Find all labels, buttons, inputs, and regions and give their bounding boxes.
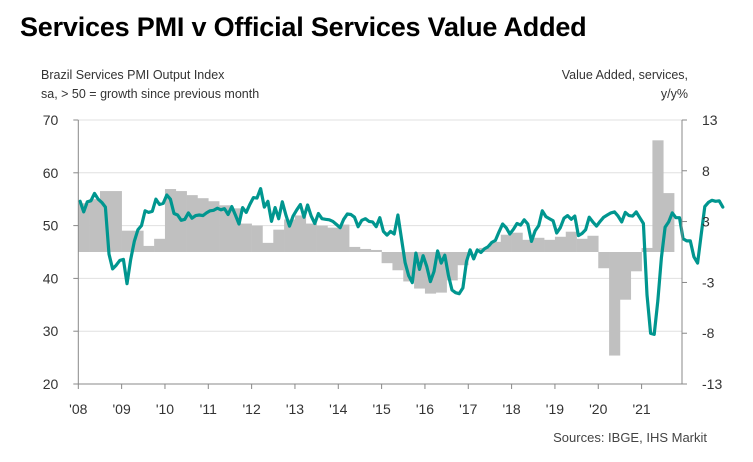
value-added-bar [381, 252, 393, 264]
left-tick-label: 50 [43, 218, 59, 234]
value-added-bar [457, 252, 469, 266]
value-added-bar [576, 238, 588, 252]
value-added-bar [630, 252, 642, 272]
left-axis-label-line-2: sa, > 50 = growth since previous month [41, 87, 260, 101]
x-tick-label: '14 [329, 401, 347, 417]
x-tick-label: '13 [286, 401, 304, 417]
pmi-line [78, 187, 725, 336]
value-added-bar [641, 247, 653, 252]
right-axis-label-line-1: Value Added, services, [561, 68, 688, 82]
right-tick-label: 8 [702, 163, 710, 179]
left-tick-label: 40 [43, 270, 59, 286]
right-axis-label: Value Added, services, y/y% [562, 66, 688, 104]
x-tick-label: '12 [242, 401, 260, 417]
value-added-bar [284, 219, 296, 252]
x-tick-label: '20 [589, 401, 607, 417]
value-added-bar [544, 239, 556, 252]
value-added-bar [262, 242, 274, 252]
value-added-bar [609, 252, 621, 356]
right-tick-label: -3 [702, 274, 715, 290]
left-tick-label: 30 [43, 323, 59, 339]
value-added-bar [652, 140, 664, 252]
value-added-bar [392, 252, 404, 271]
value-added-bar [121, 230, 133, 252]
value-added-bar [327, 227, 339, 252]
value-added-bar [598, 252, 610, 269]
value-added-bar [619, 252, 632, 300]
value-added-bar [240, 223, 252, 252]
right-tick-label: 3 [702, 214, 710, 230]
value-added-bar [110, 191, 122, 252]
value-added-bar [522, 239, 534, 252]
tick-labels: 20 30 40 50 60 70 -13 -8 -3 3 8 13 '08 '09 '10 '11 '12 '1… [43, 112, 723, 417]
value-added-bar [370, 249, 382, 252]
value-added-bar [554, 236, 567, 252]
left-axis-label-line-1: Brazil Services PMI Output Index [41, 68, 225, 82]
value-added-bar [403, 252, 415, 282]
value-added-bar [533, 237, 545, 252]
right-tick-label: -8 [702, 325, 715, 341]
value-added-bar [197, 198, 209, 252]
value-added-bar [500, 234, 512, 252]
value-added-bar [219, 205, 231, 252]
value-added-bar [446, 252, 458, 281]
left-tick-label: 60 [43, 165, 59, 181]
value-added-bar [89, 199, 101, 252]
value-added-bar [305, 223, 317, 252]
value-added-bar [565, 231, 577, 252]
value-added-bar [435, 252, 447, 293]
x-tick-label: '09 [113, 401, 131, 417]
x-tick-label: '08 [69, 401, 87, 417]
value-added-bar [229, 208, 242, 252]
x-tick-label: '16 [416, 401, 434, 417]
right-tick-label: -13 [702, 376, 722, 392]
value-added-bar [208, 201, 220, 252]
value-added-bar [251, 225, 263, 252]
value-added-bars [78, 140, 675, 356]
left-axis-label: Brazil Services PMI Output Index sa, > 5… [41, 66, 259, 104]
pmi-series-line [78, 187, 725, 336]
left-tick-label: 20 [43, 376, 59, 392]
chart-title: Services PMI v Official Services Value A… [20, 12, 587, 42]
right-axis-label-line-2: y/y% [660, 87, 688, 101]
value-added-bar [359, 248, 372, 252]
source-note: Sources: IBGE, IHS Markit [553, 430, 707, 445]
x-tick-label: '21 [632, 401, 650, 417]
x-tick-label: '18 [502, 401, 520, 417]
x-tick-label: '10 [156, 401, 174, 417]
left-tick-label: 70 [43, 112, 59, 128]
value-added-bar [143, 245, 155, 252]
value-added-bar [132, 230, 144, 252]
x-tick-label: '19 [546, 401, 564, 417]
value-added-bar [316, 225, 328, 252]
x-tick-label: '17 [459, 401, 477, 417]
x-tick-label: '11 [200, 401, 217, 417]
value-added-bar [186, 195, 198, 252]
value-added-bar [349, 246, 361, 252]
value-added-bar [164, 189, 177, 252]
value-added-bar [294, 215, 307, 252]
value-added-bar [511, 232, 523, 252]
axes [73, 119, 687, 389]
value-added-bar [338, 224, 350, 252]
value-added-bar [587, 235, 599, 252]
value-added-bar [424, 252, 437, 294]
value-added-bar [154, 238, 166, 252]
right-tick-label: 13 [702, 112, 718, 128]
x-tick-label: '15 [372, 401, 390, 417]
value-added-bar [273, 229, 285, 252]
value-added-bar [78, 203, 90, 252]
value-added-bar [489, 241, 502, 252]
